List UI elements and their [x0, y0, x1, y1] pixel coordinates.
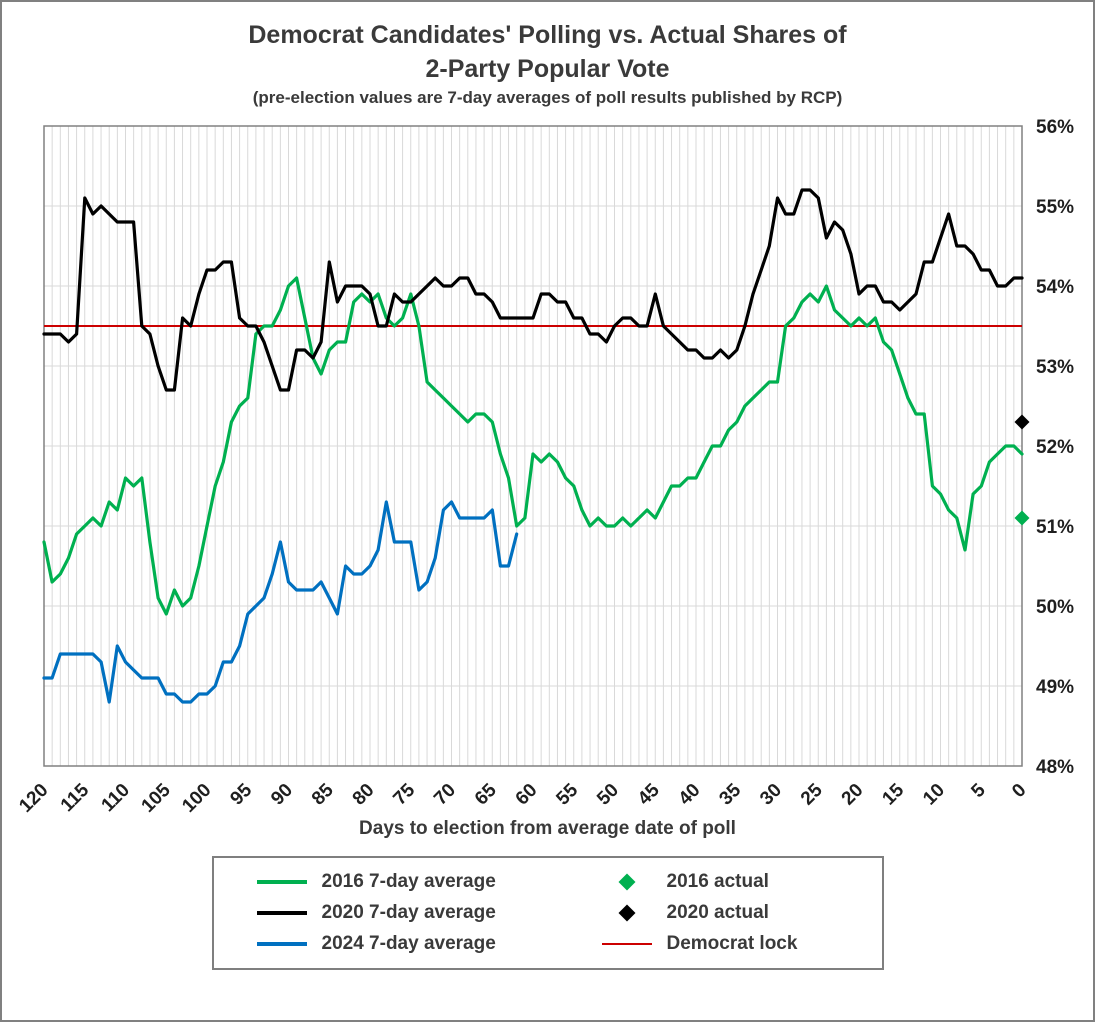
legend-label: Democrat lock	[666, 933, 798, 954]
svg-text:95: 95	[226, 779, 256, 809]
svg-text:110: 110	[98, 780, 135, 816]
legend-item-2016-average: 2016 7-day average	[254, 871, 599, 893]
chart-plot: 120 115 110 105 100 95 90 85 80 75 70 65 60 55 50 45 40 3…	[15, 117, 1074, 816]
svg-text:48%: 48%	[1036, 757, 1074, 778]
svg-text:85: 85	[308, 779, 338, 809]
legend-label: 2020 7-day average	[321, 902, 496, 923]
svg-text:0: 0	[1008, 780, 1030, 802]
legend-label: 2024 7-day average	[321, 933, 496, 954]
svg-text:60: 60	[512, 780, 542, 810]
svg-text:50: 50	[593, 780, 623, 810]
legend-item-2024-average: 2024 7-day average	[254, 933, 599, 955]
svg-text:10: 10	[919, 780, 949, 810]
gridlines	[43, 125, 1023, 767]
svg-text:55%: 55%	[1036, 197, 1074, 218]
chart-title-line1: Democrat Candidates' Polling vs. Actual …	[248, 21, 847, 49]
svg-text:25: 25	[797, 779, 827, 809]
svg-text:70: 70	[430, 780, 460, 810]
svg-text:80: 80	[349, 780, 379, 810]
line-swatch-2016	[256, 880, 307, 884]
x-axis-title: Days to election from average date of po…	[359, 818, 736, 839]
svg-text:5: 5	[967, 779, 990, 802]
legend-label: 2020 actual	[666, 902, 769, 923]
legend-item-2020-actual: 2020 actual	[599, 902, 872, 924]
svg-text:65: 65	[471, 779, 501, 809]
svg-text:55: 55	[552, 779, 582, 809]
series-2024-7-day-average	[42, 500, 519, 704]
marker-2020-actual	[1014, 414, 1030, 430]
diamond-swatch-2020	[618, 904, 635, 922]
svg-text:75: 75	[389, 779, 419, 809]
svg-text:35: 35	[715, 779, 745, 809]
svg-text:100: 100	[178, 780, 215, 816]
svg-text:52%: 52%	[1036, 437, 1074, 458]
svg-text:53%: 53%	[1036, 357, 1074, 378]
plot-border	[43, 125, 1023, 767]
svg-text:50%: 50%	[1036, 597, 1074, 618]
svg-text:49%: 49%	[1036, 677, 1074, 698]
chart-subtitle: (pre-election values are 7-day averages …	[252, 88, 843, 107]
chart-title: Democrat Candidates' Polling vs. Actual …	[2, 18, 1093, 86]
svg-text:115: 115	[57, 779, 94, 816]
actual-markers	[1014, 414, 1030, 526]
svg-text:54%: 54%	[1036, 277, 1074, 298]
svg-text:120: 120	[15, 780, 52, 816]
legend-label: 2016 actual	[666, 871, 769, 892]
svg-text:51%: 51%	[1036, 517, 1074, 538]
chart-title-line2: 2-Party Popular Vote	[425, 55, 670, 83]
svg-text:56%: 56%	[1036, 117, 1074, 138]
line-swatch-2020	[256, 911, 307, 915]
svg-text:40: 40	[675, 780, 705, 810]
legend: 2016 7-day average 2016 actual 2020 7-da…	[211, 856, 884, 970]
red-line-swatch	[601, 943, 652, 945]
marker-2016-actual	[1014, 510, 1030, 526]
svg-text:90: 90	[267, 780, 297, 810]
legend-item-2016-actual: 2016 actual	[599, 871, 872, 893]
legend-item-2020-average: 2020 7-day average	[254, 902, 599, 924]
y-tick-labels: 48% 49% 50% 51% 52% 53% 54% 55% 56%	[1036, 117, 1074, 778]
series-2016-7-day-average	[42, 276, 1024, 616]
x-tick-labels: 120 115 110 105 100 95 90 85 80 75 70 65 60 55 50 45 40 3…	[15, 779, 1030, 816]
legend-item-democrat-lock: Democrat lock	[599, 933, 872, 955]
legend-label: 2016 7-day average	[321, 871, 496, 892]
svg-text:105: 105	[138, 779, 176, 816]
svg-text:15: 15	[878, 779, 908, 809]
series-2020-7-day-average	[42, 188, 1024, 392]
svg-text:30: 30	[756, 780, 786, 810]
svg-text:20: 20	[838, 780, 868, 810]
svg-text:45: 45	[634, 779, 664, 809]
series-lines	[42, 188, 1024, 704]
diamond-swatch-2016	[618, 873, 635, 891]
line-swatch-2024	[256, 942, 307, 946]
